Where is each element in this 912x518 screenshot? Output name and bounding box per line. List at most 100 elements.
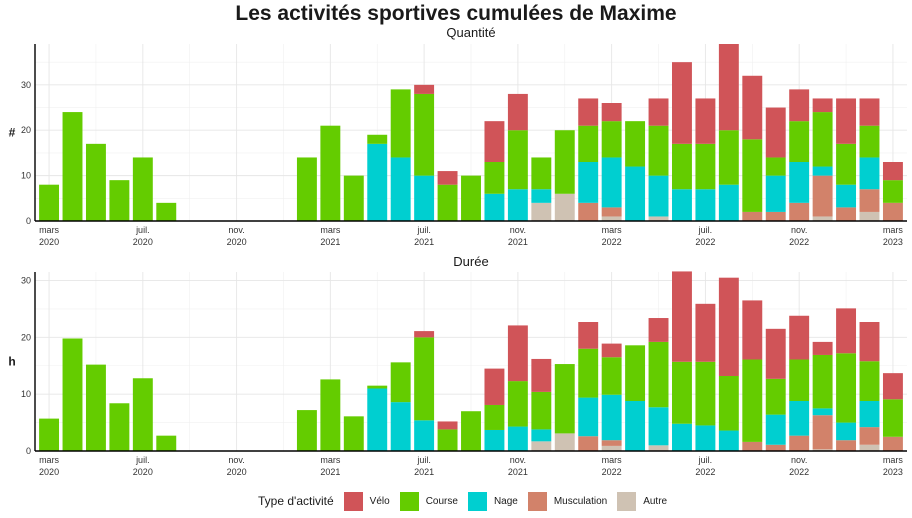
bar-velo-2021-07 xyxy=(414,331,435,338)
bar-velo-2022-12 xyxy=(812,98,833,113)
bar-velo-2022-05 xyxy=(648,98,669,126)
legend-item-course: Course xyxy=(399,491,458,511)
panel-1: 0 10 20 30 mars 2020 juil. 2020 nov. 2020 mars 2021… xyxy=(9,25,907,247)
bar-musculation-2022-10 xyxy=(765,211,786,221)
bar-course-2020-08 xyxy=(156,435,177,451)
bar-nage-2022-12 xyxy=(812,408,833,416)
bar-course-2022-08 xyxy=(718,375,739,431)
bar-course-2022-01 xyxy=(554,364,575,434)
bar-velo-2022-05 xyxy=(648,318,669,342)
bar-velo-2023-01 xyxy=(836,98,857,144)
bar-velo-2022-07 xyxy=(695,303,716,362)
bar-velo-2022-06 xyxy=(672,271,692,362)
bar-velo-2022-09 xyxy=(742,75,763,140)
bar-musculation-2022-03 xyxy=(601,207,622,217)
bar-course-2021-06 xyxy=(390,362,411,403)
bar-nage-2021-11 xyxy=(507,426,528,451)
bar-course-2020-03 xyxy=(39,418,60,451)
bar-course-2021-10 xyxy=(484,404,505,430)
bar-course-2021-11 xyxy=(507,130,528,190)
legend-title: Type d'activité xyxy=(258,494,334,508)
x-tick-label: mars 2022 xyxy=(602,455,623,477)
bar-velo-2022-11 xyxy=(789,89,810,122)
bar-nage-2022-05 xyxy=(648,407,669,446)
x-tick-label: mars 2023 xyxy=(883,455,904,477)
bar-course-2022-02 xyxy=(578,125,599,162)
bar-velo-2021-08 xyxy=(437,421,458,430)
bar-nage-2021-12 xyxy=(531,189,552,203)
x-tick-label: nov. 2022 xyxy=(789,455,809,477)
bar-course-2021-04 xyxy=(343,175,364,221)
x-tick-label: juil. 2021 xyxy=(414,455,434,477)
bar-course-2021-12 xyxy=(531,157,552,190)
bar-course-2022-03 xyxy=(601,121,622,158)
bar-velo-2022-11 xyxy=(789,315,810,360)
bar-nage-2023-02 xyxy=(859,157,880,190)
bar-velo-2022-03 xyxy=(601,343,622,358)
bar-musculation-2023-01 xyxy=(836,207,857,221)
bar-nage-2023-02 xyxy=(859,400,880,428)
bar-autre-2022-03 xyxy=(601,216,622,221)
bar-velo-2022-07 xyxy=(695,98,716,144)
bar-velo-2021-08 xyxy=(437,171,458,185)
bar-course-2020-07 xyxy=(132,378,153,451)
bar-velo-2022-08 xyxy=(718,277,739,376)
bar-velo-2021-11 xyxy=(507,325,528,382)
bar-autre-2022-03 xyxy=(601,445,622,451)
bar-velo-2021-10 xyxy=(484,368,505,405)
bar-velo-2023-01 xyxy=(836,308,857,354)
bar-velo-2022-06 xyxy=(672,62,692,144)
bar-musculation-2023-02 xyxy=(859,189,880,212)
bar-nage-2021-12 xyxy=(531,429,552,442)
bar-velo-2021-11 xyxy=(507,93,528,131)
bar-course-2021-08 xyxy=(437,429,458,451)
bar-course-2022-12 xyxy=(812,112,833,167)
y-tick-label: 20 xyxy=(21,125,31,135)
bar-course-2020-05 xyxy=(85,364,106,451)
bar-velo-2022-09 xyxy=(742,300,763,360)
bar-course-2021-03 xyxy=(320,379,341,451)
bar-nage-2022-05 xyxy=(648,175,669,217)
bar-course-2023-02 xyxy=(859,125,880,158)
x-tick-label: nov. 2021 xyxy=(508,225,528,247)
panel-title: Durée xyxy=(453,254,488,269)
bar-nage-2022-08 xyxy=(718,184,739,221)
bar-autre-2023-02 xyxy=(859,211,880,221)
bar-course-2022-02 xyxy=(578,348,599,398)
bar-nage-2022-06 xyxy=(672,423,692,451)
bar-musculation-2022-10 xyxy=(765,444,786,451)
x-tick-label: mars 2023 xyxy=(883,225,904,247)
y-axis-label: h xyxy=(8,355,15,369)
bar-course-2023-01 xyxy=(836,143,857,185)
bar-course-2020-07 xyxy=(132,157,153,221)
bar-course-2020-06 xyxy=(109,403,130,451)
bar-course-2021-06 xyxy=(390,89,411,158)
bar-course-2022-11 xyxy=(789,121,810,162)
x-tick-label: juil. 2022 xyxy=(695,455,715,477)
bar-autre-2022-01 xyxy=(554,433,575,451)
bar-autre-2021-12 xyxy=(531,202,552,221)
bar-musculation-2022-11 xyxy=(789,202,810,221)
chart-title: Les activités sportives cumulées de Maxi… xyxy=(235,2,677,25)
x-tick-label: mars 2021 xyxy=(320,225,341,247)
bar-course-2021-05 xyxy=(367,134,388,144)
x-tick-label: juil. 2020 xyxy=(133,225,153,247)
bar-course-2021-02 xyxy=(296,410,317,451)
x-tick-label: juil. 2020 xyxy=(133,455,153,477)
bar-nage-2022-11 xyxy=(789,400,810,436)
bar-course-2020-03 xyxy=(39,184,60,221)
bar-velo-2022-12 xyxy=(812,341,833,355)
bar-course-2020-08 xyxy=(156,202,177,221)
bar-course-2021-11 xyxy=(507,381,528,427)
bar-course-2022-05 xyxy=(648,341,669,408)
x-tick-label: mars 2022 xyxy=(602,225,623,247)
bar-course-2023-01 xyxy=(836,353,857,423)
bar-velo-2021-07 xyxy=(414,84,435,94)
bar-course-2022-11 xyxy=(789,359,810,401)
bar-course-2021-08 xyxy=(437,184,458,221)
bar-musculation-2022-12 xyxy=(812,175,833,217)
bar-autre-2022-01 xyxy=(554,193,575,221)
bar-course-2022-05 xyxy=(648,125,669,176)
bar-velo-2022-08 xyxy=(718,44,739,131)
y-tick-label: 10 xyxy=(21,389,31,399)
